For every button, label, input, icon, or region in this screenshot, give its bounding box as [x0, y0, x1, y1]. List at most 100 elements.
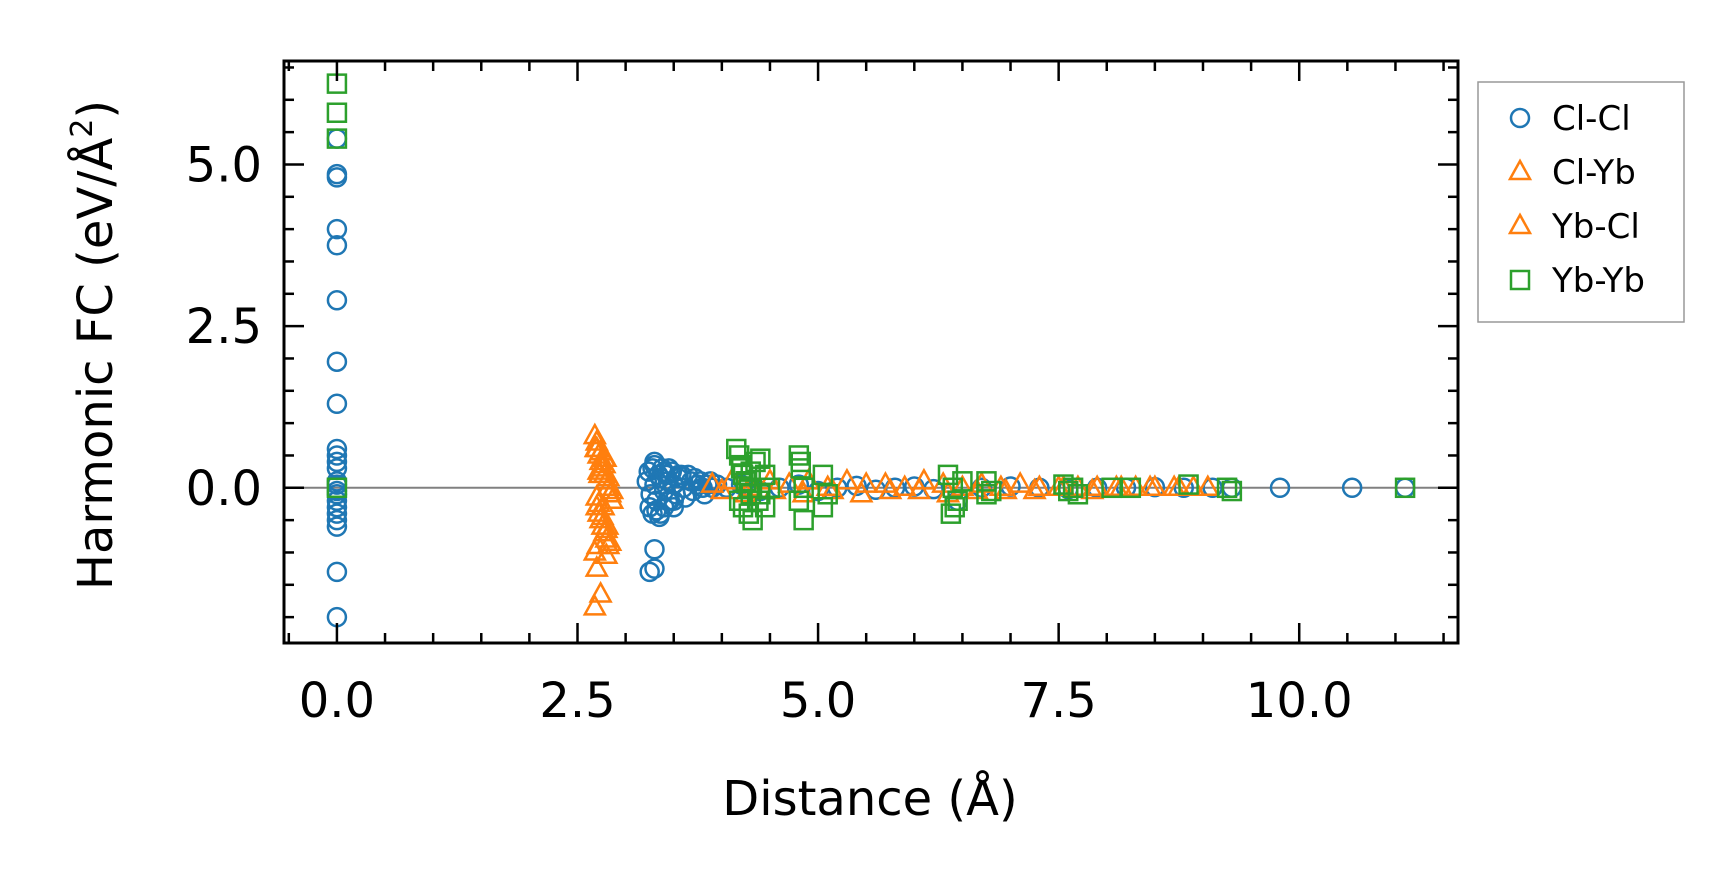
- point-yb-cl: [583, 435, 608, 458]
- point-cl-cl: [326, 503, 348, 524]
- point-yb-yb: [952, 471, 973, 492]
- point-cl-cl: [326, 393, 348, 414]
- legend-marker-cl-cl: [1509, 107, 1531, 129]
- point-cl-yb: [584, 555, 609, 577]
- point-cl-cl: [326, 290, 348, 311]
- point-cl-yb: [584, 483, 609, 506]
- point-yb-yb: [790, 451, 812, 473]
- y-tick-label: 5.0: [186, 137, 262, 193]
- x-tick-label: 5.0: [780, 673, 856, 729]
- legend: Cl-Cl Cl-Yb Yb-Cl Yb-Yb: [1477, 81, 1685, 323]
- legend-marker-cl-yb: [1507, 158, 1533, 181]
- point-cl-cl: [1341, 477, 1363, 499]
- point-yb-yb: [1221, 480, 1243, 502]
- point-cl-yb: [892, 474, 917, 497]
- point-cl-cl: [653, 461, 675, 482]
- y-tick-label: 2.5: [186, 299, 262, 355]
- point-cl-cl: [326, 451, 348, 473]
- point-yb-yb: [944, 496, 965, 518]
- point-cl-yb: [1027, 474, 1052, 497]
- point-yb-yb: [788, 490, 810, 511]
- point-cl-cl: [326, 438, 348, 460]
- point-yb-cl: [585, 532, 610, 555]
- point-yb-yb: [976, 484, 997, 505]
- legend-label-cl-yb: Cl-Yb: [1552, 153, 1636, 193]
- point-yb-yb: [812, 496, 834, 518]
- point-yb-yb: [748, 490, 769, 511]
- point-cl-yb: [1008, 470, 1033, 493]
- point-yb-yb: [726, 438, 747, 460]
- point-cl-yb: [834, 467, 860, 490]
- point-yb-yb: [1120, 477, 1142, 499]
- legend-label-cl-cl: Cl-Cl: [1552, 99, 1631, 139]
- legend-entry-cl-yb: Cl-Yb: [1507, 153, 1636, 193]
- point-yb-yb: [1062, 477, 1084, 499]
- point-yb-yb: [1216, 477, 1238, 499]
- point-yb-yb: [817, 484, 838, 505]
- point-cl-cl: [326, 167, 348, 188]
- legend-label-yb-yb: Yb-Yb: [1551, 261, 1645, 301]
- point-cl-cl: [663, 490, 684, 511]
- point-cl-cl: [326, 496, 348, 518]
- point-yb-yb: [788, 445, 810, 466]
- point-cl-cl: [657, 490, 679, 511]
- point-yb-yb: [937, 464, 959, 486]
- point-yb-cl: [709, 477, 734, 500]
- point-yb-cl: [878, 477, 903, 500]
- x-tick-label: 7.5: [1020, 673, 1096, 729]
- point-yb-cl: [1022, 477, 1047, 500]
- legend-entry-cl-cl: Cl-Cl: [1509, 99, 1631, 139]
- legend-entries: Cl-Cl Cl-Yb Yb-Cl Yb-Yb: [1507, 99, 1645, 301]
- y-axis-label-main: Harmonic FC (eV/Å: [67, 138, 124, 591]
- point-yb-yb: [735, 471, 757, 492]
- point-yb-cl: [1195, 474, 1220, 497]
- series-yb-yb: [326, 73, 1416, 531]
- point-cl-cl: [1269, 477, 1291, 499]
- legend-entry-yb-cl: Yb-Cl: [1507, 207, 1640, 247]
- point-cl-cl: [326, 458, 348, 479]
- plot-frame: [282, 59, 1460, 645]
- y-tick-labels: 0.0 2.5 5.0: [186, 137, 262, 516]
- point-cl-cl: [326, 516, 348, 537]
- legend-marker-yb-yb: [1509, 269, 1531, 291]
- point-cl-yb: [588, 580, 613, 603]
- point-yb-yb: [940, 503, 962, 524]
- point-yb-cl: [587, 461, 612, 484]
- y-axis-label-close: ): [68, 100, 124, 119]
- point-cl-cl: [326, 235, 348, 256]
- point-cl-cl: [706, 474, 728, 495]
- point-cl-cl: [639, 561, 660, 583]
- point-yb-cl: [593, 445, 618, 467]
- point-yb-yb: [793, 477, 814, 499]
- point-yb-cl: [849, 480, 874, 503]
- point-cl-yb: [600, 477, 625, 500]
- point-yb-yb: [1067, 484, 1089, 505]
- point-yb-yb: [754, 496, 776, 518]
- point-cl-cl: [1173, 477, 1194, 499]
- point-cl-cl: [846, 475, 867, 497]
- point-yb-yb: [742, 509, 763, 531]
- y-axis-label: Harmonic FC (eV/Å2): [65, 100, 124, 590]
- data-points: [326, 73, 1416, 628]
- point-cl-cl: [644, 558, 665, 579]
- point-yb-yb: [1178, 474, 1199, 495]
- y-axis-label-superscript: 2: [65, 119, 100, 138]
- point-cl-cl: [326, 490, 348, 511]
- point-cl-cl: [326, 509, 348, 531]
- point-cl-cl: [668, 464, 689, 486]
- point-yb-yb: [750, 484, 771, 505]
- point-yb-yb: [793, 509, 814, 531]
- x-tick-labels: 0.0 2.5 5.0 7.5 10.0: [299, 673, 1353, 729]
- axis-ticks: [284, 61, 1458, 643]
- point-cl-cl: [326, 561, 348, 583]
- x-tick-label: 0.0: [299, 673, 375, 729]
- point-yb-yb: [947, 490, 968, 511]
- point-yb-cl: [595, 513, 620, 535]
- point-yb-yb: [326, 477, 348, 499]
- y-tick-label: 0.0: [186, 461, 262, 517]
- point-yb-yb: [981, 480, 1002, 502]
- point-yb-cl: [1137, 474, 1163, 497]
- point-cl-cl: [326, 351, 348, 372]
